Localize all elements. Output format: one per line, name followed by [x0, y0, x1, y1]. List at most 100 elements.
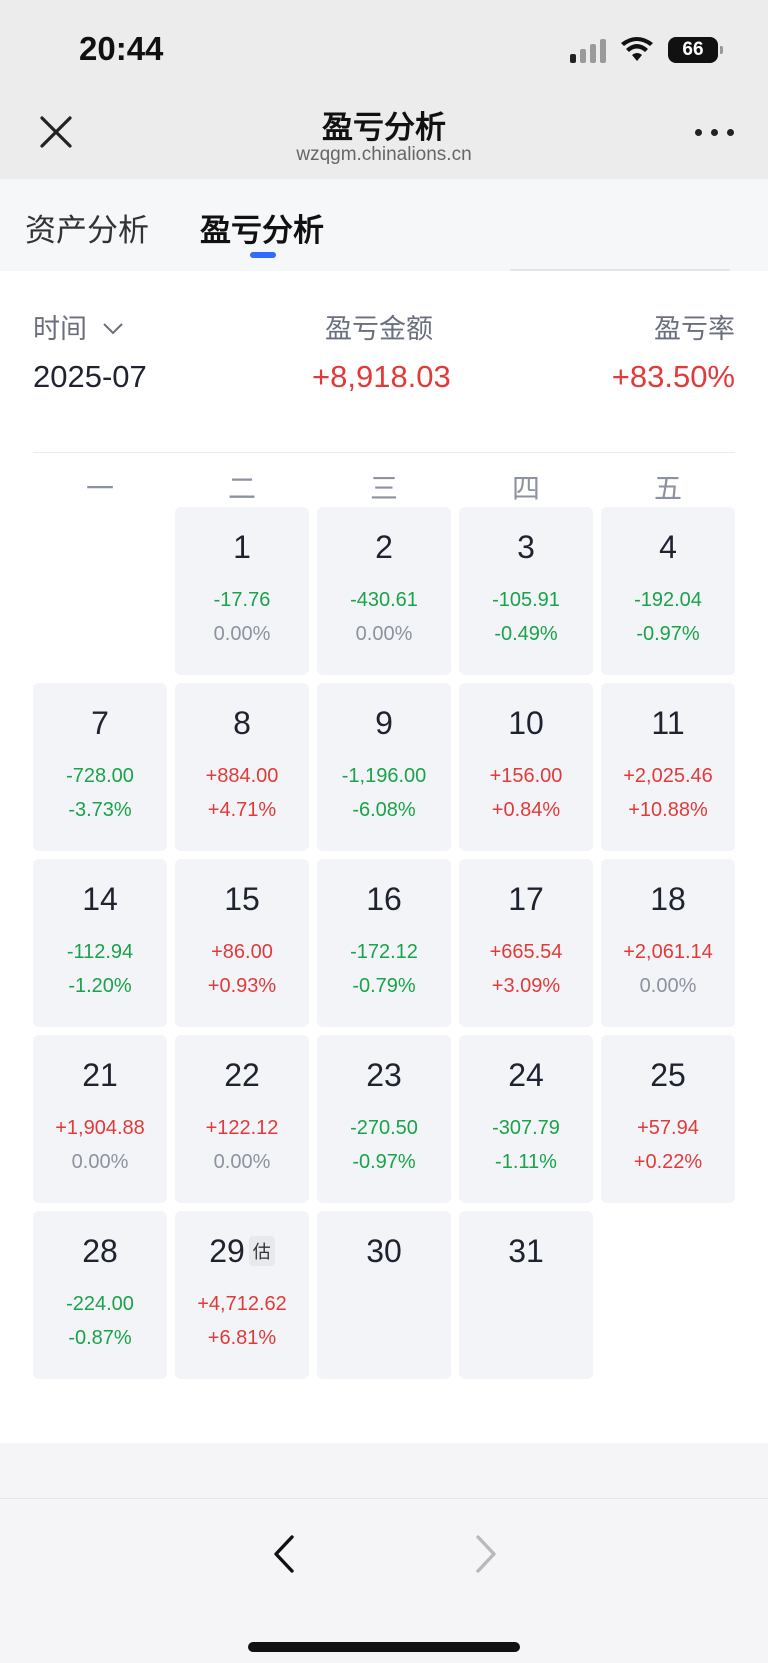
- day-number: 8: [233, 705, 251, 741]
- weekday-tue: 二: [227, 473, 256, 504]
- day-profit-amount: -17.76: [213, 589, 271, 611]
- day-profit-rate: 0.00%: [71, 1151, 129, 1173]
- day-profit-rate: -0.87%: [68, 1327, 132, 1349]
- time-selector[interactable]: 时间: [33, 307, 125, 346]
- estimate-badge: 估: [248, 1236, 275, 1266]
- day-number: 28: [82, 1233, 118, 1269]
- calendar-day-cell[interactable]: 16 -172.12 -0.79%: [317, 859, 451, 1027]
- day-number: 30: [366, 1233, 402, 1269]
- day-profit-rate: -0.79%: [352, 975, 416, 997]
- calendar-day-cell[interactable]: 22 +122.12 0.00%: [175, 1035, 309, 1203]
- day-profit-rate: -0.49%: [494, 623, 558, 645]
- day-profit-amount: -105.91: [492, 589, 560, 611]
- page-url: wzqgm.chinalions.cn: [296, 144, 472, 165]
- day-number: 23: [366, 1057, 402, 1093]
- day-number: 22: [224, 1057, 260, 1093]
- page-title: 盈亏分析: [322, 110, 446, 145]
- calendar-day-cell[interactable]: 1 -17.76 0.00%: [175, 507, 309, 675]
- weekday-wed: 三: [369, 473, 398, 504]
- day-number: 15: [224, 881, 260, 917]
- day-profit-amount: -270.50: [350, 1117, 418, 1139]
- time-value: 2025-07: [33, 359, 147, 394]
- divider: [33, 452, 735, 453]
- calendar-day-cell[interactable]: 31: [459, 1211, 593, 1379]
- calendar-day-cell[interactable]: 28 -224.00 -0.87%: [33, 1211, 167, 1379]
- tab-asset-analysis[interactable]: 资产分析: [25, 213, 149, 248]
- weekday-mon: 一: [85, 473, 114, 504]
- day-number: 4: [659, 529, 677, 565]
- cellular-signal-icon: [570, 37, 606, 63]
- day-profit-amount: +2,061.14: [623, 941, 713, 963]
- profit-card: 时间 盈亏金额 盈亏率 2025-07 +8,918.03 +83.50% 一 …: [0, 271, 768, 1443]
- day-profit-amount: +884.00: [205, 765, 279, 787]
- day-number: 3: [517, 529, 535, 565]
- active-tab-indicator: [250, 252, 276, 258]
- day-number: 9: [375, 705, 393, 741]
- calendar-day-cell[interactable]: 7 -728.00 -3.73%: [33, 683, 167, 851]
- day-profit-rate: 0.00%: [639, 975, 697, 997]
- day-number: 29 估: [175, 1233, 309, 1270]
- day-profit-rate: +6.81%: [207, 1327, 277, 1349]
- calendar-day-cell[interactable]: 9 -1,196.00 -6.08%: [317, 683, 451, 851]
- calendar-day-cell[interactable]: 4 -192.04 -0.97%: [601, 507, 735, 675]
- home-indicator: [248, 1642, 520, 1652]
- calendar-day-cell[interactable]: 29 估 +4,712.62 +6.81%: [175, 1211, 309, 1379]
- more-options-icon[interactable]: [692, 122, 736, 142]
- calendar-day-cell[interactable]: 2 -430.61 0.00%: [317, 507, 451, 675]
- calendar-day-cell[interactable]: 14 -112.94 -1.20%: [33, 859, 167, 1027]
- day-profit-rate: 0.00%: [213, 1151, 271, 1173]
- day-number: 16: [366, 881, 402, 917]
- day-number: 1: [233, 529, 251, 565]
- day-profit-rate: 0.00%: [355, 623, 413, 645]
- day-profit-amount: +2,025.46: [623, 765, 713, 787]
- day-profit-amount: +86.00: [211, 941, 273, 963]
- day-profit-rate: -3.73%: [68, 799, 132, 821]
- calendar-day-cell[interactable]: 10 +156.00 +0.84%: [459, 683, 593, 851]
- day-profit-rate: 0.00%: [213, 623, 271, 645]
- status-time: 20:44: [79, 30, 164, 67]
- nav-bar: 盈亏分析 wzqgm.chinalions.cn: [0, 92, 768, 179]
- day-profit-rate: +0.22%: [633, 1151, 703, 1173]
- day-number: 2: [375, 529, 393, 565]
- day-number: 7: [91, 705, 109, 741]
- day-profit-rate: -0.97%: [352, 1151, 416, 1173]
- day-profit-amount: -1,196.00: [341, 765, 427, 787]
- calendar-day-cell[interactable]: 8 +884.00 +4.71%: [175, 683, 309, 851]
- rate-label: 盈亏率: [654, 314, 735, 344]
- day-profit-amount: +1,904.88: [55, 1117, 145, 1139]
- status-icons: 66: [570, 34, 723, 66]
- day-profit-rate: +3.09%: [491, 975, 561, 997]
- day-number: 25: [650, 1057, 686, 1093]
- day-profit-rate: -0.97%: [636, 623, 700, 645]
- day-profit-rate: -1.20%: [68, 975, 132, 997]
- day-number: 14: [82, 881, 118, 917]
- day-number: 17: [508, 881, 544, 917]
- calendar-day-cell[interactable]: 25 +57.94 +0.22%: [601, 1035, 735, 1203]
- calendar-day-cell[interactable]: 23 -270.50 -0.97%: [317, 1035, 451, 1203]
- calendar-day-cell[interactable]: 17 +665.54 +3.09%: [459, 859, 593, 1027]
- calendar-day-cell[interactable]: 30: [317, 1211, 451, 1379]
- calendar-day-cell[interactable]: 24 -307.79 -1.11%: [459, 1035, 593, 1203]
- rate-value: +83.50%: [611, 359, 735, 394]
- calendar-day-cell[interactable]: 15 +86.00 +0.93%: [175, 859, 309, 1027]
- battery-icon: 66: [668, 37, 723, 63]
- close-icon[interactable]: [34, 110, 78, 154]
- day-number: 11: [651, 705, 685, 741]
- wifi-icon: [621, 37, 653, 61]
- weekday-fri: 五: [653, 473, 682, 504]
- amount-label: 盈亏金额: [325, 314, 433, 344]
- tab-profit-analysis[interactable]: 盈亏分析: [200, 213, 324, 248]
- forward-arrow-icon[interactable]: [466, 1529, 502, 1579]
- amount-value: +8,918.03: [312, 359, 451, 394]
- day-profit-amount: -224.00: [66, 1293, 134, 1315]
- calendar-day-cell[interactable]: 18 +2,061.14 0.00%: [601, 859, 735, 1027]
- back-arrow-icon[interactable]: [268, 1529, 304, 1579]
- day-profit-amount: +665.54: [489, 941, 563, 963]
- day-number: 24: [508, 1057, 544, 1093]
- calendar-day-cell[interactable]: 21 +1,904.88 0.00%: [33, 1035, 167, 1203]
- calendar-day-cell[interactable]: 3 -105.91 -0.49%: [459, 507, 593, 675]
- day-profit-amount: -172.12: [350, 941, 418, 963]
- calendar-day-cell[interactable]: 11 +2,025.46 +10.88%: [601, 683, 735, 851]
- weekday-thu: 四: [511, 473, 540, 504]
- day-number: 21: [82, 1057, 118, 1093]
